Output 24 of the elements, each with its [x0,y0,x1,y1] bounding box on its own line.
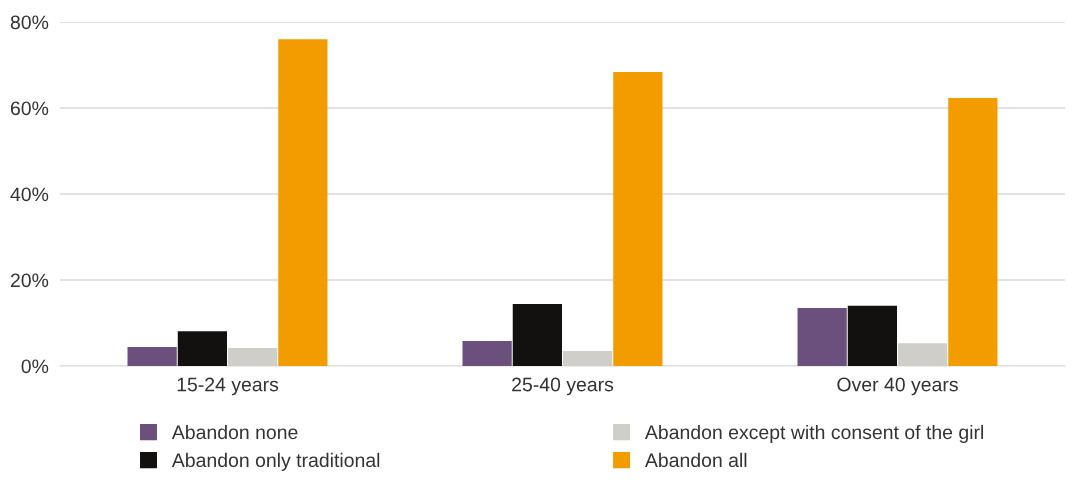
bar [847,305,897,366]
bar [177,331,227,366]
x-tick-label: 25-40 years [512,377,614,396]
bar [898,343,948,366]
y-tick-label: 60% [10,101,49,116]
bar [797,307,847,366]
y-tick-label: 0% [21,359,49,374]
legend-label: Abandon except with consent of the girl [644,424,984,444]
y-tick-label: 20% [10,273,49,288]
x-tick-label: Over 40 years [837,377,958,396]
x-tick-label: 15-24 years [177,377,279,396]
legend-label: Abandon all [644,452,747,468]
bar [613,71,663,366]
legend-label: Abandon none [171,424,298,440]
bar [563,350,613,366]
y-tick-label: 40% [10,187,49,202]
bar [278,39,328,366]
bar [127,347,177,366]
bar [512,304,562,366]
y-tick-label: 80% [10,15,49,30]
legend-label: Abandon only traditional [171,452,380,471]
bar [462,341,512,366]
bar [948,98,998,366]
bar [228,347,278,366]
